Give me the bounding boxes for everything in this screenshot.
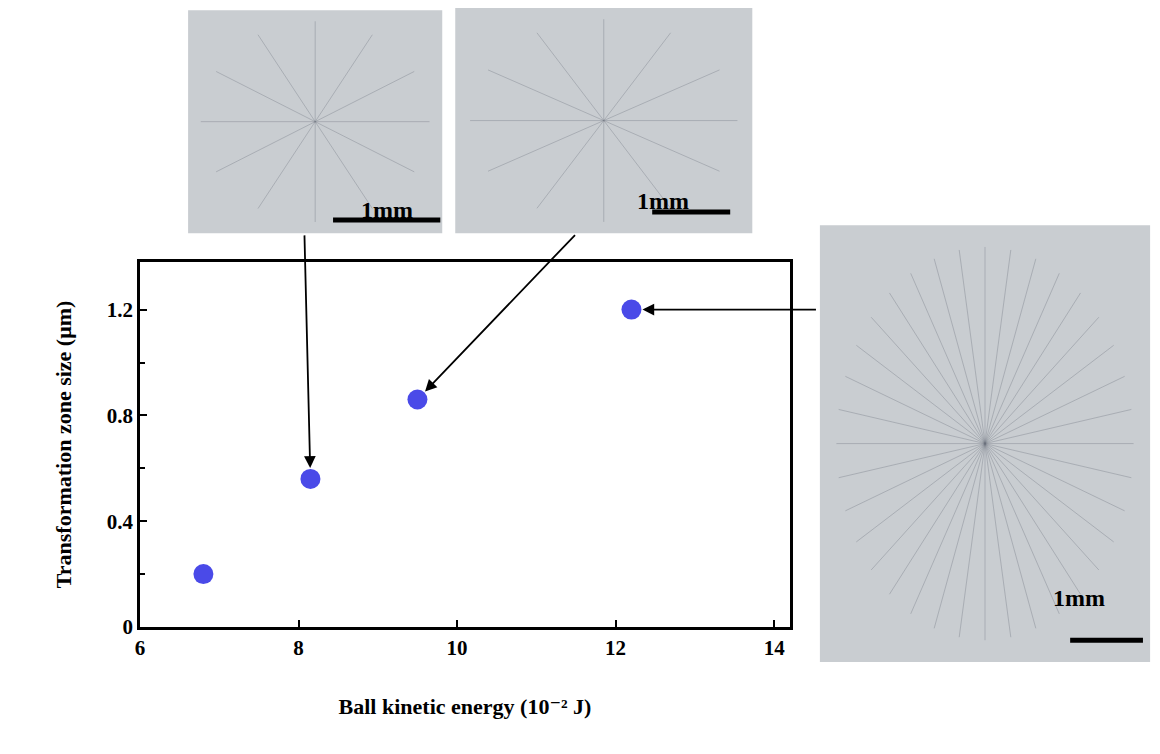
svg-text:14: 14 xyxy=(764,636,786,660)
svg-text:Transformation zone size (μm): Transformation zone size (μm) xyxy=(51,301,76,589)
svg-text:1mm: 1mm xyxy=(1053,585,1105,611)
svg-text:Ball kinetic energy (10⁻² J): Ball kinetic energy (10⁻² J) xyxy=(339,694,592,719)
svg-text:1mm: 1mm xyxy=(637,188,689,214)
svg-text:8: 8 xyxy=(293,636,304,660)
svg-text:10: 10 xyxy=(447,636,468,660)
svg-text:0.8: 0.8 xyxy=(107,404,133,428)
svg-text:6: 6 xyxy=(135,636,146,660)
svg-text:0: 0 xyxy=(123,615,134,639)
svg-text:0.4: 0.4 xyxy=(107,510,134,534)
svg-text:1.2: 1.2 xyxy=(107,298,133,322)
svg-text:12: 12 xyxy=(605,636,626,660)
svg-text:1mm: 1mm xyxy=(361,197,413,223)
